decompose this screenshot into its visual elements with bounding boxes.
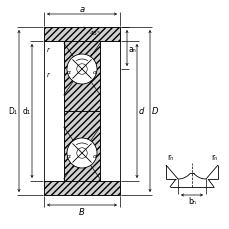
Polygon shape (44, 112, 64, 181)
Text: r: r (46, 72, 49, 78)
Polygon shape (100, 42, 120, 112)
Text: D₁: D₁ (8, 107, 17, 116)
Text: 45°: 45° (90, 30, 101, 35)
Text: B: B (79, 207, 85, 216)
Polygon shape (64, 42, 100, 112)
Circle shape (67, 138, 97, 168)
Circle shape (67, 55, 97, 85)
Text: aₙ: aₙ (128, 44, 136, 53)
Text: rₙ: rₙ (166, 153, 172, 162)
Polygon shape (44, 42, 64, 112)
Text: $\alpha$: $\alpha$ (92, 153, 98, 160)
Text: $\alpha$: $\alpha$ (66, 153, 72, 160)
Text: bₙ: bₙ (187, 196, 195, 205)
Polygon shape (100, 112, 120, 181)
Polygon shape (44, 28, 120, 42)
Text: d₁: d₁ (22, 107, 30, 116)
Text: $\alpha$: $\alpha$ (66, 69, 72, 76)
Text: a: a (79, 5, 84, 14)
Text: r: r (46, 47, 49, 53)
Polygon shape (44, 181, 120, 195)
Polygon shape (64, 112, 100, 181)
Text: rₙ: rₙ (210, 153, 216, 162)
Text: D: D (151, 107, 158, 116)
Text: $\alpha$: $\alpha$ (92, 69, 98, 76)
Text: d: d (138, 107, 144, 116)
